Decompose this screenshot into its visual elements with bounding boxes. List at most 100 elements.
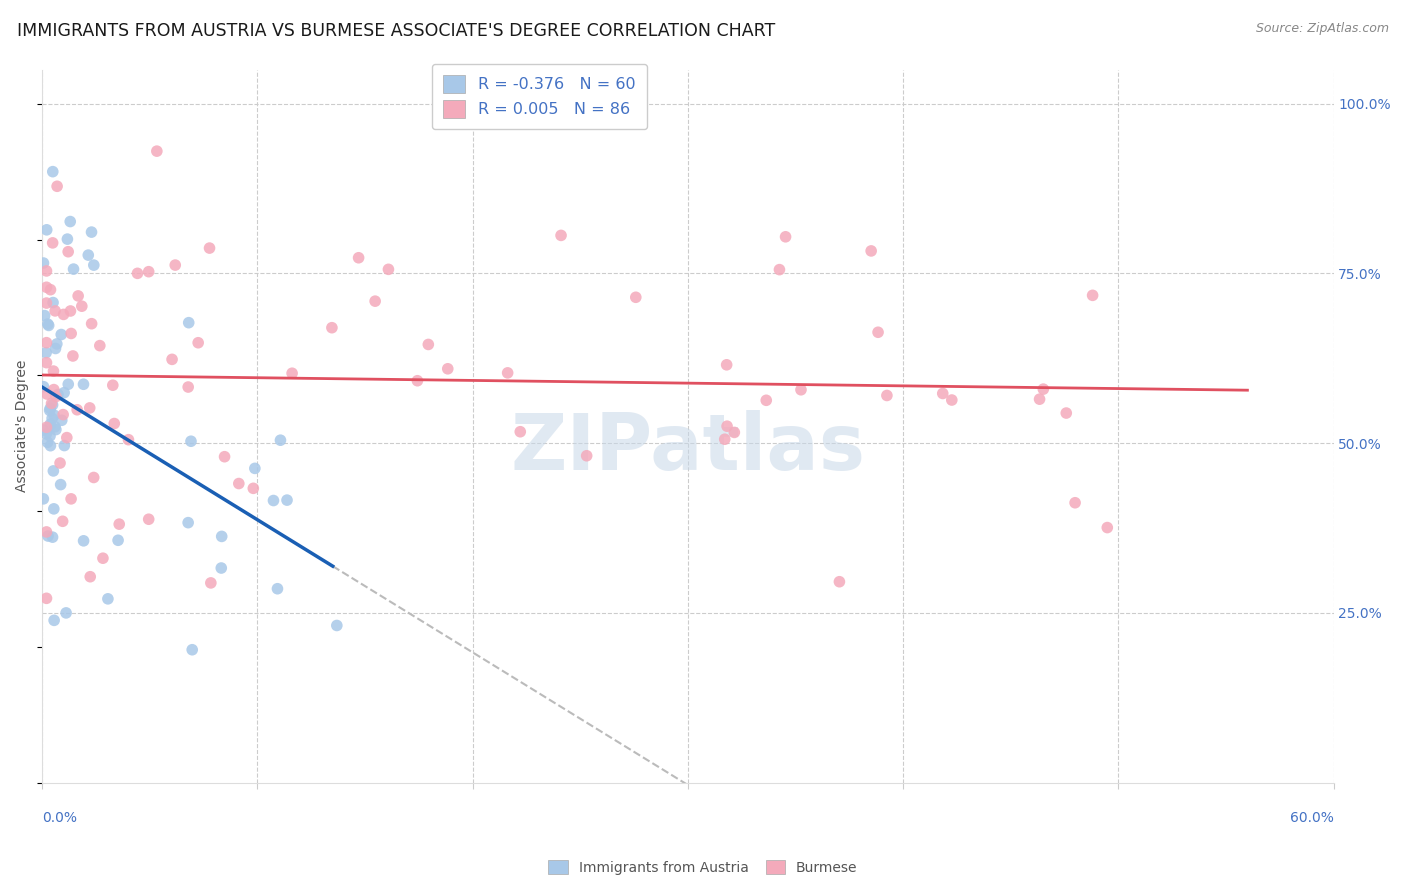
Point <box>56 232 79 246</box>
Point <box>180 434 202 449</box>
Point <box>165 258 187 272</box>
Point <box>51 413 73 427</box>
Text: Source: ZipAtlas.com: Source: ZipAtlas.com <box>1256 22 1389 36</box>
Point <box>1032 382 1054 396</box>
Point <box>418 337 440 351</box>
Point <box>35 223 58 237</box>
Point <box>45 337 67 351</box>
Point <box>266 582 288 596</box>
Legend: Immigrants from Austria, Burmese: Immigrants from Austria, Burmese <box>543 855 863 880</box>
Point <box>187 335 209 350</box>
Point <box>860 244 883 258</box>
Point <box>101 378 124 392</box>
Point <box>575 449 598 463</box>
Point <box>263 493 285 508</box>
Point <box>209 561 232 575</box>
Point <box>107 533 129 548</box>
Point <box>624 290 647 304</box>
Point <box>42 464 65 478</box>
Point <box>91 551 114 566</box>
Point <box>198 241 221 255</box>
Point <box>38 318 60 333</box>
Point <box>49 477 72 491</box>
Point <box>72 533 94 548</box>
Point <box>32 256 55 270</box>
Point <box>177 516 200 530</box>
Point <box>59 304 82 318</box>
Point <box>768 262 790 277</box>
Point <box>496 366 519 380</box>
Point <box>932 386 955 401</box>
Point <box>269 434 291 448</box>
Point <box>35 591 58 606</box>
Point <box>41 398 63 412</box>
Point <box>37 317 59 331</box>
Point <box>39 429 62 443</box>
Point <box>52 514 75 528</box>
Point <box>35 387 58 401</box>
Point <box>242 481 264 495</box>
Point <box>377 262 399 277</box>
Point <box>723 425 745 440</box>
Text: IMMIGRANTS FROM AUSTRIA VS BURMESE ASSOCIATE'S DEGREE CORRELATION CHART: IMMIGRANTS FROM AUSTRIA VS BURMESE ASSOC… <box>17 22 775 40</box>
Point <box>53 439 76 453</box>
Point <box>56 244 79 259</box>
Point <box>1081 288 1104 302</box>
Point <box>45 390 67 404</box>
Point <box>32 423 55 437</box>
Point <box>550 228 572 243</box>
Point <box>44 408 66 422</box>
Point <box>42 364 65 378</box>
Point <box>716 419 738 434</box>
Point <box>83 258 105 272</box>
Point <box>62 349 84 363</box>
Point <box>1054 406 1077 420</box>
Point <box>35 356 58 370</box>
Point <box>103 417 125 431</box>
Point <box>127 266 149 280</box>
Point <box>347 251 370 265</box>
Point <box>32 380 55 394</box>
Point <box>70 299 93 313</box>
Point <box>60 491 83 506</box>
Point <box>243 461 266 475</box>
Point <box>713 432 735 446</box>
Point <box>45 423 67 437</box>
Point <box>52 307 75 321</box>
Point <box>77 248 100 262</box>
Point <box>276 493 298 508</box>
Point <box>51 327 73 342</box>
Point <box>200 575 222 590</box>
Point <box>32 491 55 506</box>
Point <box>62 262 84 277</box>
Point <box>828 574 851 589</box>
Point <box>941 392 963 407</box>
Point <box>35 264 58 278</box>
Point <box>34 309 56 323</box>
Text: 60.0%: 60.0% <box>1289 811 1333 825</box>
Point <box>66 402 89 417</box>
Point <box>52 408 75 422</box>
Point <box>868 325 890 339</box>
Point <box>146 144 169 158</box>
Point <box>108 517 131 532</box>
Point <box>56 431 79 445</box>
Point <box>181 642 204 657</box>
Point <box>228 476 250 491</box>
Point <box>80 317 103 331</box>
Point <box>117 433 139 447</box>
Point <box>46 179 69 194</box>
Text: ZIPatlas: ZIPatlas <box>510 409 865 485</box>
Point <box>39 417 62 432</box>
Point <box>35 426 58 441</box>
Point <box>42 613 65 627</box>
Point <box>214 450 236 464</box>
Point <box>406 374 429 388</box>
Point <box>39 439 62 453</box>
Point <box>35 296 58 310</box>
Point <box>55 606 77 620</box>
Point <box>37 529 59 543</box>
Point <box>35 280 58 294</box>
Point <box>60 326 83 341</box>
Point <box>79 570 101 584</box>
